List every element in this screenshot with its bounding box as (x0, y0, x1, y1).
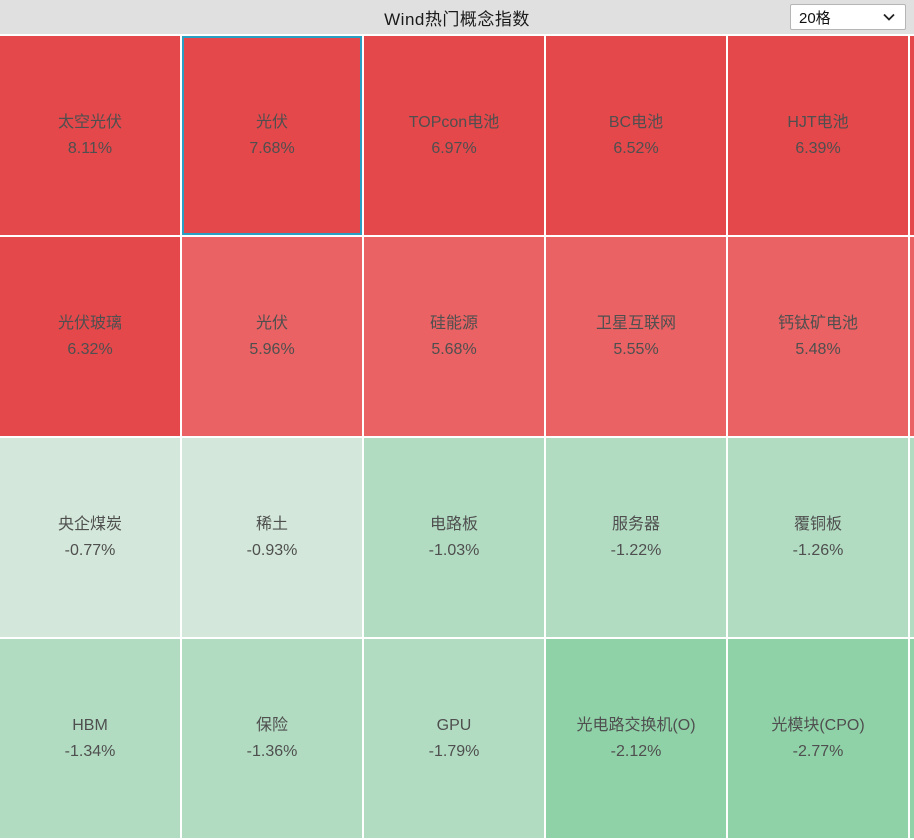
concept-change-pct: -1.79% (428, 742, 480, 760)
concept-name: 央企煤炭 (57, 515, 122, 533)
concept-name: 光伏玻璃 (57, 314, 122, 332)
concept-name: TOPcon电池 (408, 113, 500, 131)
concept-change-pct: 8.11% (67, 139, 113, 157)
heatmap-cell[interactable]: 覆铜板 -1.26% (728, 438, 908, 637)
concept-change-pct: 6.39% (795, 139, 841, 157)
concept-name: 钙钛矿电池 (777, 314, 858, 332)
concept-change-pct: 6.32% (67, 340, 113, 358)
concept-change-pct: 6.52% (613, 139, 659, 157)
concept-change-pct: 7.68% (249, 139, 295, 157)
chevron-down-icon (881, 9, 897, 25)
concept-name: 硅能源 (429, 314, 478, 332)
concept-change-pct: -1.22% (610, 541, 662, 559)
concept-name: 光伏 (255, 113, 288, 131)
concept-name: 光电路交换机(O) (576, 716, 696, 734)
heatmap-cell[interactable]: TOPcon电池 6.97% (364, 36, 544, 235)
heatmap-cell-cutoff[interactable] (910, 36, 914, 235)
concept-name: 保险 (255, 716, 288, 734)
concept-name: 光伏 (255, 314, 288, 332)
concept-name: 太空光伏 (57, 113, 122, 131)
concept-change-pct: -1.26% (792, 541, 844, 559)
grid-size-select-value: 20格 (799, 9, 831, 27)
concept-change-pct: 5.96% (249, 340, 295, 358)
page-title: Wind热门概念指数 (384, 9, 530, 29)
heatmap-cell-cutoff[interactable] (910, 639, 914, 838)
heatmap-cell[interactable]: 光伏玻璃 6.32% (0, 237, 180, 436)
concept-name: BC电池 (608, 113, 664, 131)
concept-change-pct: -1.03% (428, 541, 480, 559)
concept-name: 覆铜板 (793, 515, 842, 533)
heatmap-cell-cutoff[interactable] (910, 237, 914, 436)
heatmap-cell[interactable]: GPU -1.79% (364, 639, 544, 838)
heatmap-cell[interactable]: HBM -1.34% (0, 639, 180, 838)
heatmap-cell[interactable]: 央企煤炭 -0.77% (0, 438, 180, 637)
heatmap-grid: 太空光伏 8.11% 光伏 7.68% TOPcon电池 6.97% BC电池 … (0, 36, 914, 838)
heatmap-cell[interactable]: 稀土 -0.93% (182, 438, 362, 637)
concept-change-pct: 5.55% (613, 340, 659, 358)
heatmap-cell[interactable]: 电路板 -1.03% (364, 438, 544, 637)
heatmap-cell[interactable]: 卫星互联网 5.55% (546, 237, 726, 436)
concept-change-pct: -1.34% (64, 742, 116, 760)
concept-change-pct: -0.77% (64, 541, 116, 559)
heatmap-cell[interactable]: HJT电池 6.39% (728, 36, 908, 235)
heatmap-cell-cutoff[interactable] (910, 438, 914, 637)
heatmap-cell[interactable]: 光伏 7.68% (182, 36, 362, 235)
heatmap-cell[interactable]: 硅能源 5.68% (364, 237, 544, 436)
heatmap-cell[interactable]: 光伏 5.96% (182, 237, 362, 436)
grid-size-select[interactable]: 20格 (790, 4, 906, 30)
concept-name: 电路板 (429, 515, 478, 533)
heatmap-cell[interactable]: 保险 -1.36% (182, 639, 362, 838)
concept-name: GPU (436, 716, 472, 734)
concept-name: HJT电池 (787, 113, 849, 131)
concept-change-pct: -2.12% (610, 742, 662, 760)
header-bar: Wind热门概念指数 20格 (0, 0, 914, 34)
heatmap-cell[interactable]: 太空光伏 8.11% (0, 36, 180, 235)
heatmap-cell[interactable]: BC电池 6.52% (546, 36, 726, 235)
concept-name: 稀土 (255, 515, 288, 533)
concept-change-pct: -2.77% (792, 742, 844, 760)
heatmap-cell[interactable]: 光电路交换机(O) -2.12% (546, 639, 726, 838)
concept-change-pct: 6.97% (431, 139, 477, 157)
concept-name: 服务器 (611, 515, 660, 533)
heatmap-cell[interactable]: 钙钛矿电池 5.48% (728, 237, 908, 436)
heatmap-cell[interactable]: 服务器 -1.22% (546, 438, 726, 637)
concept-name: HBM (72, 716, 108, 734)
concept-name: 光模块(CPO) (771, 716, 865, 734)
heatmap-cell[interactable]: 光模块(CPO) -2.77% (728, 639, 908, 838)
concept-change-pct: -1.36% (246, 742, 298, 760)
concept-change-pct: -0.93% (246, 541, 298, 559)
concept-change-pct: 5.68% (431, 340, 477, 358)
concept-name: 卫星互联网 (595, 314, 676, 332)
concept-change-pct: 5.48% (795, 340, 841, 358)
